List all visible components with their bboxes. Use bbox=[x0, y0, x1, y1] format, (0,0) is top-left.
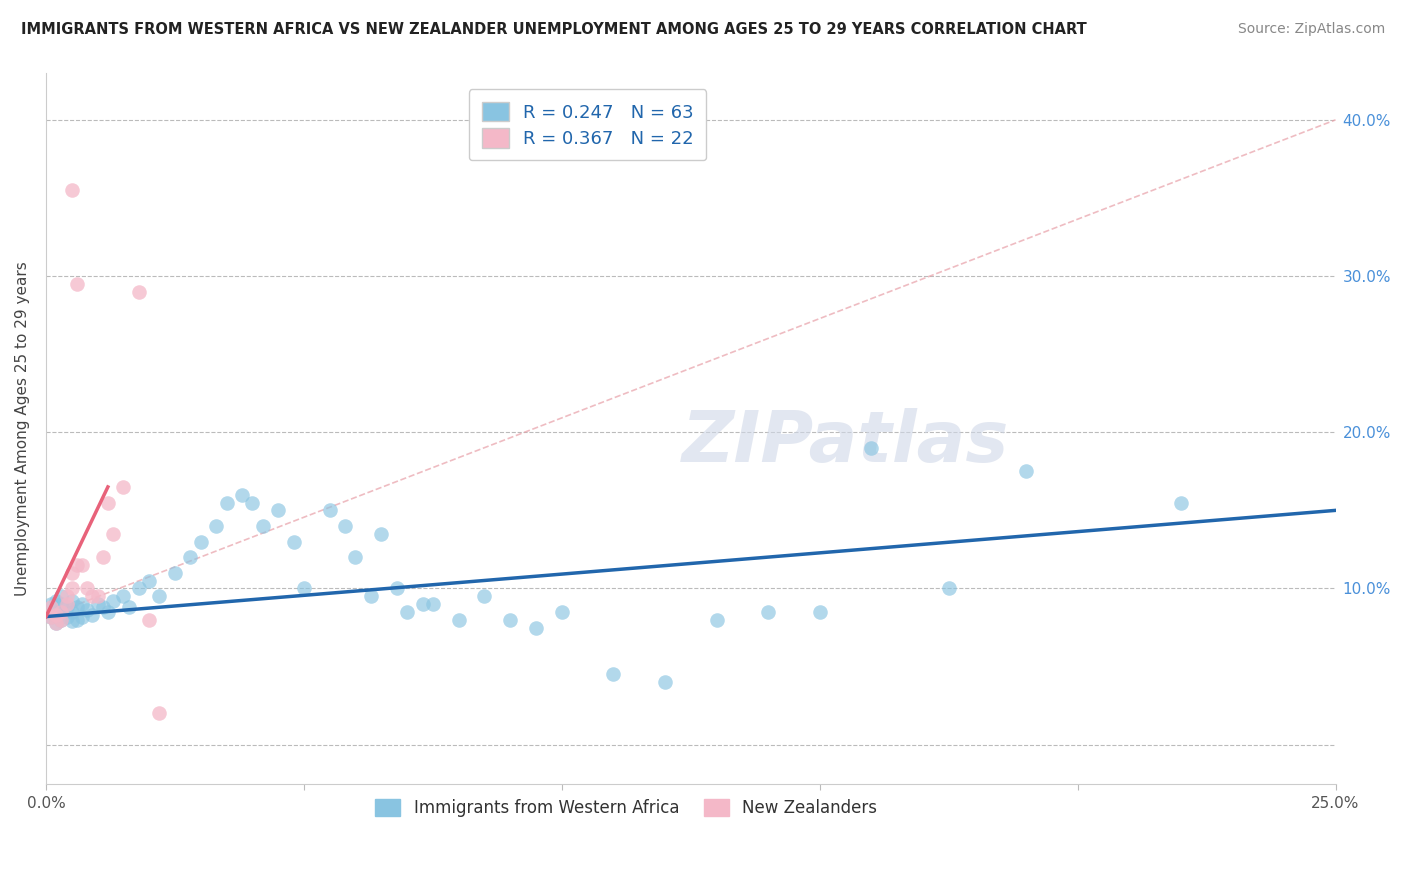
Point bbox=[1015, 464, 1038, 478]
Point bbox=[70, 597, 93, 611]
Point bbox=[76, 603, 98, 617]
Point bbox=[39, 609, 62, 624]
Point bbox=[283, 534, 305, 549]
Point bbox=[60, 614, 83, 628]
Point bbox=[51, 605, 73, 619]
Point bbox=[55, 609, 77, 624]
Point bbox=[252, 519, 274, 533]
Point bbox=[39, 600, 62, 615]
Point bbox=[333, 519, 356, 533]
Point bbox=[344, 550, 367, 565]
Point bbox=[412, 597, 434, 611]
Point bbox=[860, 441, 883, 455]
Point bbox=[551, 605, 574, 619]
Point bbox=[370, 526, 392, 541]
Point bbox=[148, 589, 170, 603]
Point bbox=[808, 605, 831, 619]
Point bbox=[66, 613, 89, 627]
Point bbox=[82, 607, 104, 622]
Point bbox=[112, 480, 135, 494]
Point bbox=[86, 589, 108, 603]
Point bbox=[60, 566, 83, 580]
Point bbox=[82, 589, 104, 603]
Point bbox=[60, 582, 83, 596]
Point bbox=[215, 495, 238, 509]
Point bbox=[138, 574, 160, 588]
Point bbox=[60, 605, 83, 619]
Point bbox=[39, 597, 62, 611]
Point bbox=[112, 589, 135, 603]
Point bbox=[45, 607, 67, 622]
Point bbox=[179, 550, 201, 565]
Point bbox=[45, 594, 67, 608]
Point bbox=[66, 600, 89, 615]
Point bbox=[70, 609, 93, 624]
Point bbox=[66, 558, 89, 572]
Point bbox=[422, 597, 444, 611]
Point bbox=[1170, 495, 1192, 509]
Point bbox=[51, 589, 73, 603]
Point bbox=[385, 582, 408, 596]
Point bbox=[190, 534, 212, 549]
Text: Source: ZipAtlas.com: Source: ZipAtlas.com bbox=[1237, 22, 1385, 37]
Point bbox=[318, 503, 340, 517]
Point bbox=[91, 600, 114, 615]
Point bbox=[51, 605, 73, 619]
Point bbox=[499, 613, 522, 627]
Point bbox=[602, 667, 624, 681]
Point bbox=[51, 597, 73, 611]
Point bbox=[51, 613, 73, 627]
Point bbox=[706, 613, 728, 627]
Point bbox=[654, 675, 676, 690]
Point bbox=[55, 597, 77, 611]
Point bbox=[148, 706, 170, 721]
Point bbox=[205, 519, 228, 533]
Point bbox=[55, 589, 77, 603]
Point bbox=[267, 503, 290, 517]
Point bbox=[70, 558, 93, 572]
Point bbox=[756, 605, 779, 619]
Point bbox=[60, 183, 83, 197]
Point bbox=[76, 582, 98, 596]
Point bbox=[117, 600, 139, 615]
Point bbox=[39, 609, 62, 624]
Point bbox=[138, 613, 160, 627]
Point bbox=[360, 589, 382, 603]
Point bbox=[474, 589, 496, 603]
Point bbox=[163, 566, 186, 580]
Point bbox=[66, 277, 89, 291]
Point bbox=[45, 615, 67, 630]
Point bbox=[292, 582, 315, 596]
Point bbox=[231, 488, 253, 502]
Point bbox=[91, 550, 114, 565]
Point bbox=[938, 582, 960, 596]
Point bbox=[60, 594, 83, 608]
Point bbox=[86, 597, 108, 611]
Point bbox=[101, 594, 124, 608]
Point bbox=[128, 285, 150, 299]
Legend: Immigrants from Western Africa, New Zealanders: Immigrants from Western Africa, New Zeal… bbox=[367, 790, 886, 825]
Point bbox=[51, 613, 73, 627]
Point bbox=[45, 605, 67, 619]
Point bbox=[240, 495, 263, 509]
Point bbox=[396, 605, 419, 619]
Point bbox=[97, 495, 120, 509]
Y-axis label: Unemployment Among Ages 25 to 29 years: Unemployment Among Ages 25 to 29 years bbox=[15, 261, 30, 596]
Point bbox=[128, 582, 150, 596]
Point bbox=[447, 613, 470, 627]
Point bbox=[524, 621, 547, 635]
Point bbox=[101, 526, 124, 541]
Point bbox=[45, 615, 67, 630]
Text: IMMIGRANTS FROM WESTERN AFRICA VS NEW ZEALANDER UNEMPLOYMENT AMONG AGES 25 TO 29: IMMIGRANTS FROM WESTERN AFRICA VS NEW ZE… bbox=[21, 22, 1087, 37]
Point bbox=[97, 605, 120, 619]
Text: ZIPatlas: ZIPatlas bbox=[682, 408, 1010, 477]
Point bbox=[55, 600, 77, 615]
